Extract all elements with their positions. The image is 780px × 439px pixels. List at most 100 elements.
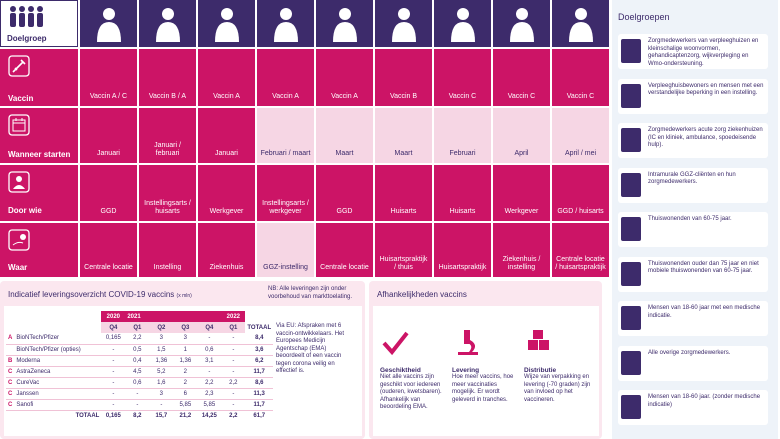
- person-icon: [8, 171, 30, 193]
- afh-item: Distributie Wijze van verpakking en lever…: [524, 328, 592, 404]
- microscope-icon: [458, 330, 478, 355]
- healthcare-worker-icon: [621, 39, 641, 63]
- healthcare-worker-icon: [96, 8, 121, 42]
- care-workers-icon: [509, 8, 534, 42]
- year-2021: 2021: [125, 311, 222, 322]
- cell-vaccine-7: Vaccin C: [434, 49, 491, 106]
- cell-where-3: Ziekenhuis: [198, 223, 255, 277]
- quarter-header: Q2: [149, 322, 174, 333]
- location-route-icon: [8, 229, 30, 251]
- cell-vaccine-8: Vaccin C: [493, 49, 550, 106]
- cell-where-8: Ziekenhuis / instelling: [493, 223, 550, 277]
- house-person-icon: [621, 217, 641, 241]
- table-row: C Sanofi - - -5,85 5,85-11,7: [6, 399, 274, 411]
- cell-vaccine-5: Vaccin A: [316, 49, 373, 106]
- total-header: TOTAAL: [247, 324, 272, 331]
- people-group-icon: [10, 6, 43, 27]
- table-row: C CureVac -0,6 1,6 2 2,2 2,2 8,6: [6, 377, 274, 389]
- cell-vaccine-3: Vaccin A: [198, 49, 255, 106]
- cell-who-8: Werkgever: [493, 165, 550, 221]
- person-medical-icon: [621, 306, 641, 330]
- care-workers-icon: [621, 350, 641, 375]
- elderly-walker-icon: [621, 83, 641, 108]
- row-label-waar: Waar: [0, 223, 78, 277]
- column-header-6: [375, 0, 432, 47]
- column-header-3: [198, 0, 255, 47]
- person-caregiver-icon: [273, 8, 298, 42]
- quarter-header: Q3: [173, 322, 198, 333]
- column-header-1: [80, 0, 137, 47]
- doelgroep-label: Doelgroep: [7, 34, 47, 43]
- doelgroep-item: Verpleeghuisbewoners en mensen met een v…: [618, 78, 768, 114]
- cell-where-9: Centrale locatie / huisartspraktijk: [552, 223, 609, 277]
- cell-where-2: Instelling: [139, 223, 196, 277]
- person-caregiver-icon: [621, 172, 641, 197]
- cell-when-4: Februari / maart: [257, 108, 314, 163]
- cell-vaccine-1: Vaccin A / C: [80, 49, 137, 106]
- afh-item: Levering Hoe meer vaccins, hoe meer vacci…: [452, 328, 520, 404]
- cell-who-4: Instellingsarts / werkgever: [257, 165, 314, 221]
- doelgroep-item: Zorgmedewerkers van verpleeghuizen en kl…: [618, 34, 768, 69]
- doelgroep-item: Zorgmedewerkers acute zorg ziekenhuizen …: [618, 123, 768, 158]
- cell-who-7: Huisarts: [434, 165, 491, 221]
- elderly-walker-icon: [155, 8, 180, 42]
- delivery-table-wrap: 2020 2021 2022 Q4 Q1 Q2 Q3 Q4 Q1 TOTAAL A BioNT…: [6, 311, 274, 421]
- cell-who-3: Werkgever: [198, 165, 255, 221]
- cell-when-6: Maart: [375, 108, 432, 163]
- table-row: A BioNTech/Pfizer 0,165 2,2 3 3- -8,4: [6, 333, 274, 345]
- afh-card: [373, 306, 599, 436]
- doelgroep-item: Intramurale GGZ-cliënten en hun zorgmede…: [618, 167, 768, 203]
- cell-vaccine-4: Vaccin A: [257, 49, 314, 106]
- cell-who-5: GGD: [316, 165, 373, 221]
- table-total-row: TOTAAL 0,165 8,2 15,7 21,2 14,25 2,2 61,7: [75, 412, 266, 419]
- cell-when-2: Januari / februari: [139, 108, 196, 163]
- cell-vaccine-2: Vaccin B / A: [139, 49, 196, 106]
- boxes-icon: [528, 330, 549, 350]
- afh-title: Afhankelijkheden vaccins: [377, 290, 467, 299]
- cell-who-2: Instellingsarts / huisarts: [139, 165, 196, 221]
- eu-note: Via EU: Afspraken met 6 vaccin-ontwikkel…: [276, 323, 345, 374]
- table-note: NB: Alle leveringen zijn onder voorbehou…: [268, 286, 353, 300]
- quarter-header: Q1: [125, 322, 150, 333]
- quarter-header: Q4: [197, 322, 222, 333]
- row-label-doorwie: Door wie: [0, 165, 78, 221]
- year-2022: 2022: [221, 311, 246, 322]
- column-header-2: [139, 0, 196, 47]
- house-elderly-icon: [621, 261, 641, 286]
- afh-item: Geschiktheid Niet alle vaccins zijn gesch…: [380, 328, 448, 412]
- cell-when-7: Februari: [434, 108, 491, 163]
- cell-where-1: Centrale locatie: [80, 223, 137, 277]
- doelgroep-header: Doelgroep: [0, 0, 78, 47]
- doelgroep-item: Mensen van 18-60 jaar met een medische i…: [618, 301, 768, 336]
- table-row: BioNTech/Pfizer (opties) -0,5 1,5 1 0,6-3,6: [6, 344, 274, 356]
- quarter-header: Q1: [221, 322, 246, 333]
- column-header-9: [552, 0, 609, 47]
- column-header-4: [257, 0, 314, 47]
- cell-when-1: Januari: [80, 108, 137, 163]
- doelgroep-item: Thuiswonenden ouder dan 75 jaar en niet …: [618, 256, 768, 292]
- cell-who-6: Huisarts: [375, 165, 432, 221]
- house-person-icon: [332, 8, 357, 42]
- doctor-plus-icon: [214, 8, 239, 42]
- column-header-8: [493, 0, 550, 47]
- row-label-vaccin: Vaccin: [0, 49, 78, 106]
- cell-when-8: April: [493, 108, 550, 163]
- cell-vaccine-6: Vaccin B: [375, 49, 432, 106]
- delivery-table: 2020 2021 2022 Q4 Q1 Q2 Q3 Q4 Q1 TOTAAL A BioNT…: [6, 311, 274, 421]
- checkmark-icon: [382, 331, 409, 356]
- cell-when-5: Maart: [316, 108, 373, 163]
- doelgroep-item: Thuiswonenden van 60-75 jaar.: [618, 212, 768, 247]
- cell-where-4: GGZ-instelling: [257, 223, 314, 277]
- syringe-icon: [8, 55, 30, 77]
- house-elderly-icon: [391, 8, 416, 42]
- doelgroepen-title: Doelgroepen: [618, 12, 670, 22]
- quarter-header: Q4: [101, 322, 126, 333]
- cell-where-6: Huisartspraktijk / thuis: [375, 223, 432, 277]
- cell-where-7: Huisartspraktijk: [434, 223, 491, 277]
- column-header-5: [316, 0, 373, 47]
- table-row: C AstraZeneca -4,5 5,2 2- -11,7: [6, 366, 274, 378]
- group-people-icon: [568, 8, 593, 42]
- cell-where-5: Centrale locatie: [316, 223, 373, 277]
- doctor-plus-icon: [621, 128, 641, 152]
- table-title: Indicatief leveringsoverzicht COVID-19 v…: [8, 290, 192, 299]
